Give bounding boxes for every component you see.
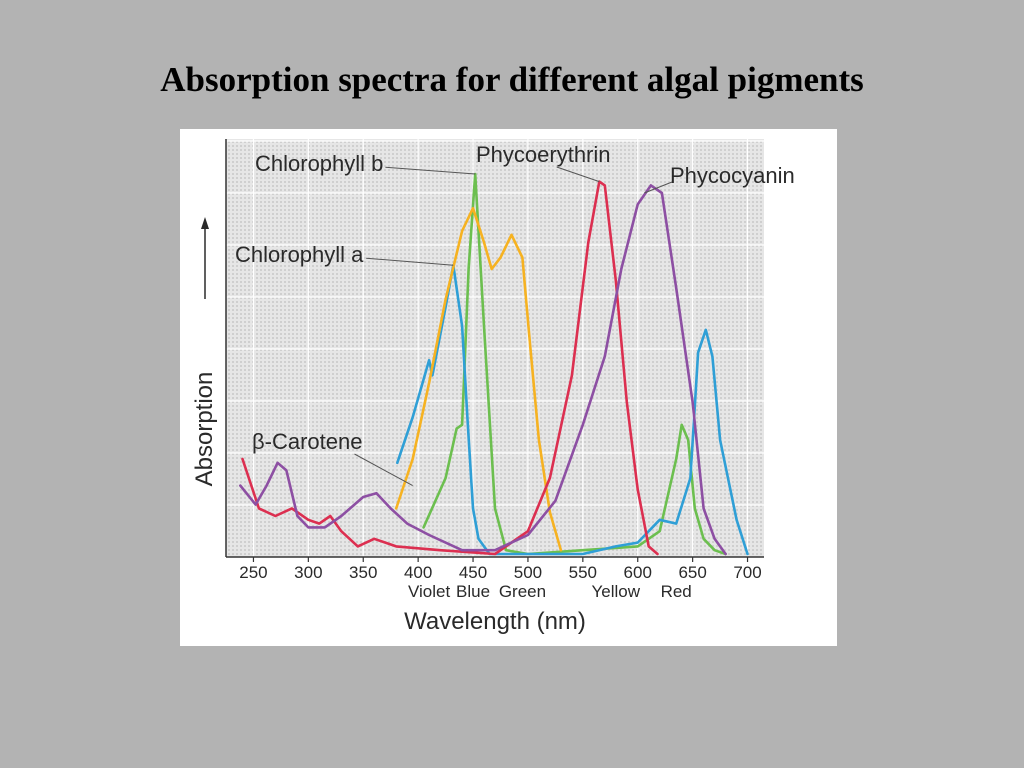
x-tick-label: 400 — [404, 563, 432, 582]
x-tick-label: 700 — [733, 563, 761, 582]
x-tick-labels: 250 300 350 400 450 500 550 600 650 700 — [239, 557, 762, 582]
series-line-phycocyanin — [239, 184, 727, 556]
x-tick-label: 550 — [569, 563, 597, 582]
series-lines — [239, 172, 749, 556]
x-tick-label: 650 — [678, 563, 706, 582]
leader-line-phycocyanin — [644, 181, 673, 194]
series-line-chlorophyll-a — [396, 263, 749, 556]
color-band-labels: Violet Blue Green Yellow Red — [408, 582, 692, 601]
leader-line-chlorophyll-b — [385, 166, 476, 175]
x-tick-label: 350 — [349, 563, 377, 582]
chart-svg: Chlorophyll b Chlorophyll a β-Carotene Phyc… — [191, 139, 795, 635]
y-axis-title-group: Absorption — [191, 372, 218, 487]
y-axis-arrow — [201, 217, 209, 299]
leader-line-phycoerythrin — [556, 166, 600, 183]
color-band-label: Violet — [408, 582, 450, 601]
series-line-carotene — [394, 206, 563, 552]
leader-line-chlorophyll-a — [366, 257, 454, 266]
x-tick-label: 450 — [459, 563, 487, 582]
label-leaders — [354, 166, 673, 487]
y-axis-title: Absorption — [191, 372, 218, 487]
series-line-phycoerythrin — [241, 180, 659, 556]
series-line-chlorophyll-b — [422, 172, 727, 556]
series-labels: Chlorophyll b Chlorophyll a β-Carotene Phyc… — [235, 142, 795, 454]
color-band-label: Red — [661, 582, 692, 601]
series-label-phycoerythrin: Phycoerythrin — [476, 142, 611, 167]
slide-title: Absorption spectra for different algal p… — [160, 60, 864, 99]
series-label-phycocyanin: Phycocyanin — [670, 163, 795, 188]
x-axis-title: Wavelength (nm) — [404, 608, 586, 635]
x-tick-label: 500 — [514, 563, 542, 582]
absorption-spectra-chart: Chlorophyll b Chlorophyll a β-Carotene Phyc… — [180, 129, 837, 646]
series-label-chlorophyll-b: Chlorophyll b — [255, 151, 383, 176]
series-label-carotene: β-Carotene — [252, 429, 362, 454]
x-tick-label: 300 — [294, 563, 322, 582]
color-band-label: Green — [499, 582, 546, 601]
x-tick-label: 250 — [239, 563, 267, 582]
series-label-chlorophyll-a: Chlorophyll a — [235, 242, 364, 267]
color-band-label: Blue — [456, 582, 490, 601]
color-band-label: Yellow — [592, 582, 641, 601]
x-tick-label: 600 — [624, 563, 652, 582]
leader-line-carotene — [354, 453, 413, 487]
